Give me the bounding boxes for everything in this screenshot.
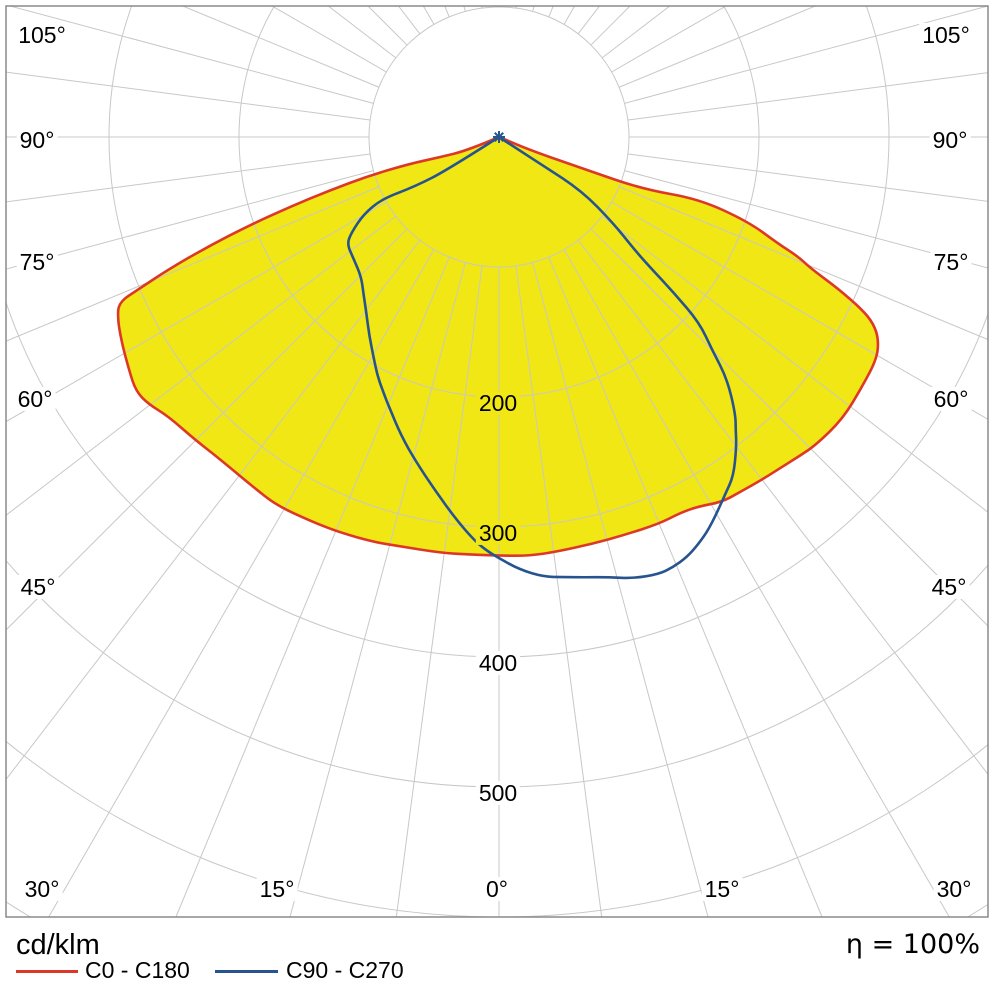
efficiency-label: η = 100% [845,929,980,960]
grid-ray-60 [611,201,988,420]
plot-border [5,5,989,918]
angle-label-right-60: 60° [930,387,972,411]
grid-ray-112.5 [618,6,817,88]
c0-c180-filled-region [118,137,878,556]
angle-label-left-60: 60° [14,387,56,411]
grid-ray-157.5 [548,6,554,18]
grid-ray-52.5 [601,215,988,513]
c0-c180-curve [116,135,880,558]
grid-ray--15 [289,262,466,917]
grid-ray--67.5 [6,186,380,342]
grid-ray--52.5 [6,215,397,516]
grid-ray-37.5 [577,239,988,776]
grid-ray-75 [624,170,988,269]
grid-ray-45 [590,228,988,627]
grid-ray-67.5 [618,186,988,341]
legend-label-c90-c270: C90 - C270 [286,957,404,983]
angle-label-left-30: 30° [21,877,63,901]
grid-ray-97.5 [627,72,988,121]
grid-ray--172.5 [481,6,483,9]
grid-ray--45 [6,228,408,631]
grid-ray-15 [532,262,709,917]
grid-ray--75 [6,170,374,270]
grid-ray-7.5 [515,265,603,917]
angle-label-right-45: 45° [928,575,970,599]
grid-ray--22.5 [175,256,450,917]
grid-ray--157.5 [444,6,450,18]
radius-label-200: 200 [475,391,521,415]
grid-ray--112.5 [181,6,380,88]
unit-label: cd/klm [16,929,100,961]
legend-line-c0-c180-icon [16,970,78,973]
angle-label-left-75: 75° [16,250,58,274]
c90-c270-curve [347,135,738,580]
angle-label-bottom-15: 15° [256,877,298,901]
grid-ray--97.5 [6,71,371,121]
grid-ray-30 [563,249,950,917]
angle-label-right-30: 30° [933,877,975,901]
grid-ray-22.5 [548,256,823,917]
center-marker-icon [493,131,505,143]
grid-ray--37.5 [6,239,421,781]
radius-label-300: 300 [475,521,521,545]
angle-label-left-105: 105° [15,23,69,47]
grid-ray--30 [48,249,435,917]
grid-ray--105 [8,6,374,104]
grid-ray--82.5 [6,153,371,203]
angle-label-left-90: 90° [16,128,58,152]
angle-label-right-90: 90° [929,128,971,152]
grid-ray--7.5 [395,265,483,917]
angle-label-left-45: 45° [17,575,59,599]
grid-ray-82.5 [627,153,988,202]
grid-ray-172.5 [515,6,517,9]
grid-ray--60 [6,201,387,423]
angle-label-bottom-15: 15° [701,877,743,901]
angle-label-right-105: 105° [919,23,973,47]
radius-label-500: 500 [475,781,521,805]
legend-line-c90-c270-icon [215,970,278,973]
grid-ray-105 [624,6,988,104]
radius-label-400: 400 [475,651,521,675]
angle-label-right-75: 75° [930,250,972,274]
legend-label-c0-c180: C0 - C180 [85,957,190,983]
angle-label-bottom-0: 0° [483,877,511,901]
